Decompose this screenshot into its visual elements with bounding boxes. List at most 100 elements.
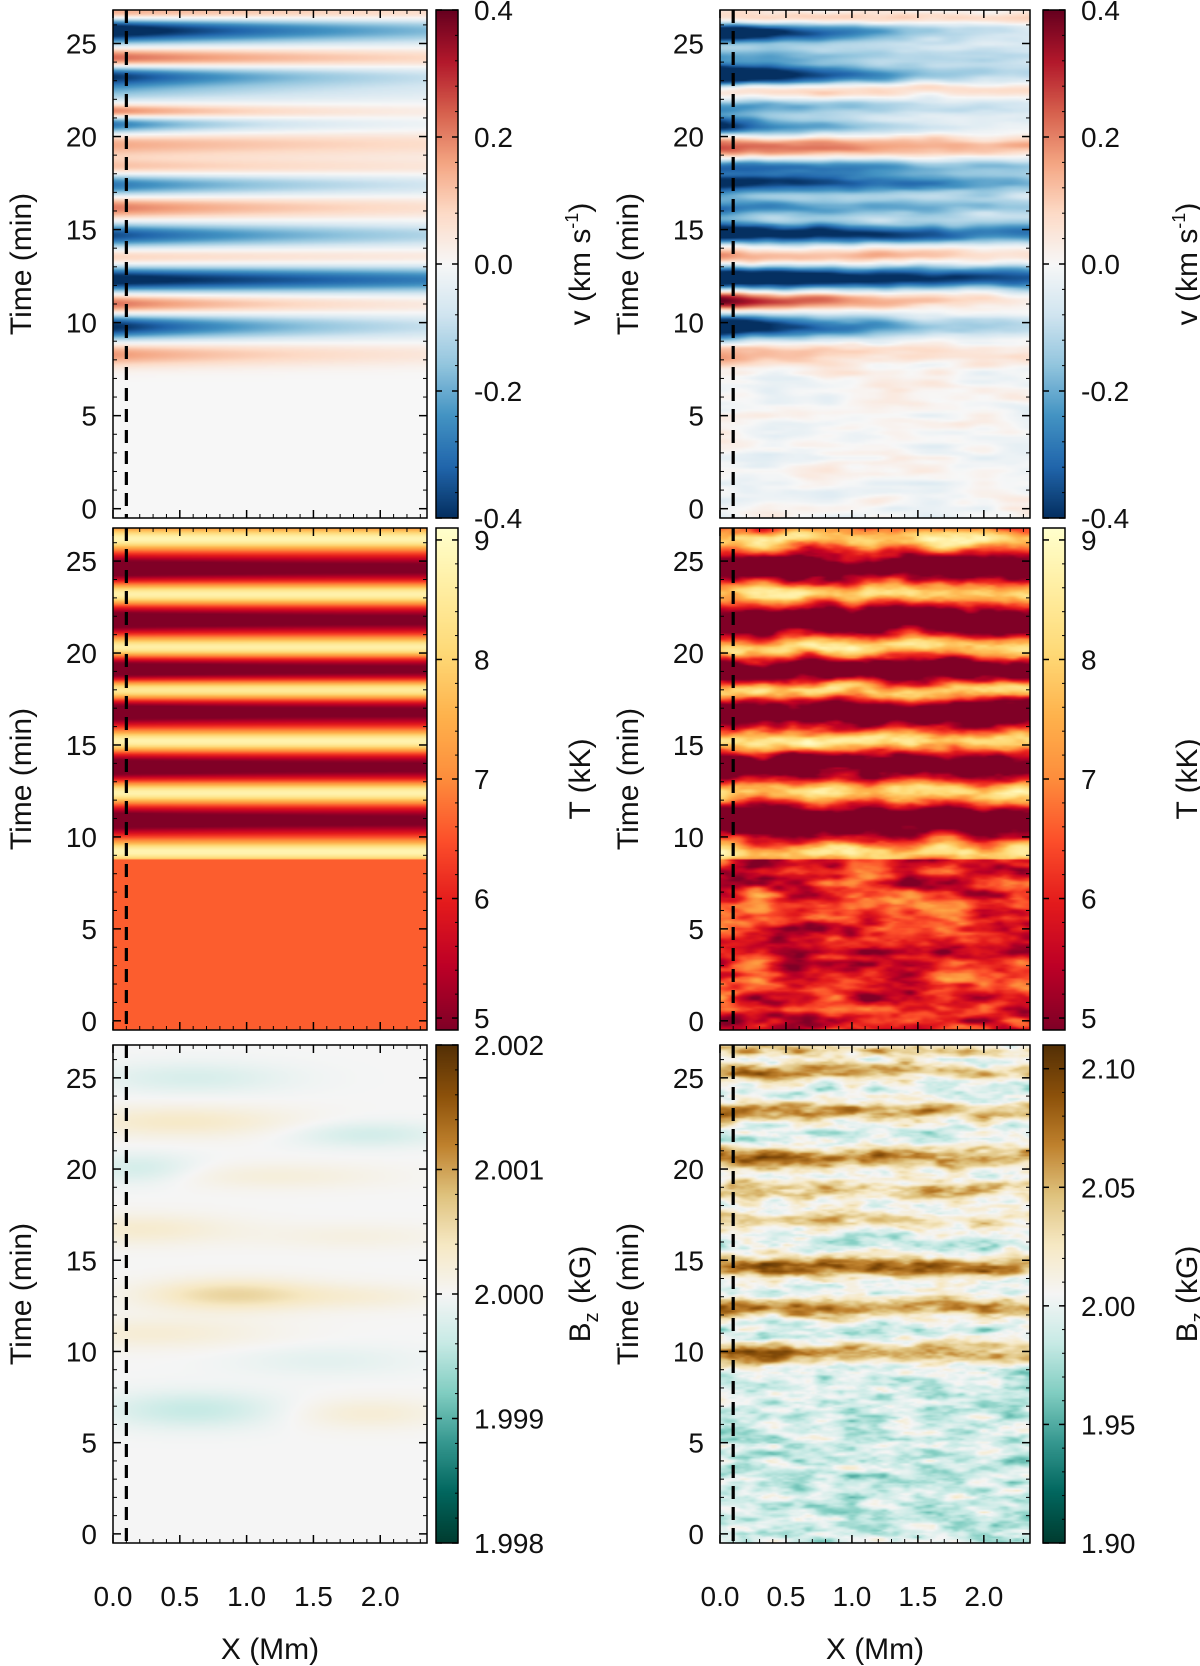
colorbar-tick-label: 0.0 — [1081, 249, 1120, 280]
y-axis-title: Time (min) — [5, 708, 38, 850]
y-tick-label: 15 — [66, 730, 97, 761]
y-tick-label: 5 — [688, 914, 704, 945]
colorbar-tick-label: 7 — [474, 764, 490, 795]
colorbar-tick-label: 5 — [474, 1003, 490, 1034]
y-tick-label: 0 — [688, 1006, 704, 1037]
panel-v-right: 0 5 10 15 20 25 Time (min) -0.4 -0.2 0.0 0.2 0.4 v (… — [612, 0, 1200, 534]
colorbar-title-end: ) — [1171, 203, 1200, 213]
panel-Bz-left: 0 5 10 15 20 25 0.0 0.5 1.0 1.5 2.0 X (Mm) Time (min… — [5, 1030, 603, 1666]
plot-frame — [112, 527, 428, 1031]
colorbar-tick-label: -0.4 — [1081, 503, 1129, 534]
colorbar-tick-label: 6 — [474, 884, 490, 915]
colorbar-title-end: ) — [564, 203, 597, 213]
colorbar-title-main: T (kK) — [1171, 738, 1200, 819]
y-tick-label: 15 — [673, 1245, 704, 1276]
y-tick-label: 25 — [673, 546, 704, 577]
colorbar-tick-label: 1.999 — [474, 1404, 544, 1435]
colorbar-tick-label: 2.05 — [1081, 1172, 1136, 1203]
colorbar-tick-label: 0.2 — [1081, 122, 1120, 153]
y-tick-label: 0 — [81, 1519, 97, 1550]
x-tick-label: 1.5 — [294, 1581, 333, 1612]
colorbar-tick-label: 7 — [1081, 764, 1097, 795]
colorbar-title: Bz (kG) — [564, 1246, 603, 1343]
heatmap-v-left — [113, 10, 427, 518]
colorbar-tick-label: 2.002 — [474, 1030, 544, 1061]
y-tick-label: 20 — [66, 638, 97, 669]
colorbar-title-main: v (km s — [1171, 229, 1200, 326]
colorbar-title-sub: z — [581, 1312, 603, 1322]
y-tick-label: 20 — [673, 638, 704, 669]
plot-frame — [719, 527, 1031, 1031]
colorbar-title-sup: -1 — [562, 213, 582, 229]
x-tick-label: 2.0 — [361, 1581, 400, 1612]
y-axis-title: Time (min) — [612, 708, 645, 850]
x-tick-label: 0.5 — [766, 1581, 805, 1612]
y-tick-label: 25 — [673, 28, 704, 59]
colorbar-tick-label: 2.00 — [1081, 1291, 1136, 1322]
x-tick-label: 1.5 — [898, 1581, 937, 1612]
colorbar-tick-label: 6 — [1081, 884, 1097, 915]
colorbar-tick-label: 1.95 — [1081, 1409, 1136, 1440]
x-tick-label: 0.5 — [160, 1581, 199, 1612]
y-axis-title: Time (min) — [5, 1223, 38, 1365]
x-tick-label: 1.0 — [227, 1581, 266, 1612]
y-tick-label: 5 — [688, 401, 704, 432]
colorbar-title-end: (kG) — [564, 1246, 597, 1313]
y-tick-label: 10 — [673, 308, 704, 339]
y-tick-label: 20 — [673, 122, 704, 153]
colorbar-title-end: (kG) — [1171, 1246, 1200, 1313]
y-tick-label: 10 — [673, 822, 704, 853]
y-tick-label: 10 — [66, 822, 97, 853]
colorbar-tick-label: 5 — [1081, 1003, 1097, 1034]
y-tick-label: 0 — [81, 494, 97, 525]
colorbar-tick-label: 2.001 — [474, 1155, 544, 1186]
colorbar-tick-label: -0.2 — [1081, 376, 1129, 407]
y-tick-label: 10 — [66, 1336, 97, 1367]
y-axis-title: Time (min) — [612, 1223, 645, 1365]
colorbar-tick-label: 2.10 — [1081, 1054, 1136, 1085]
colorbar-title: v (km s-1) — [562, 203, 597, 326]
x-tick-label: 1.0 — [832, 1581, 871, 1612]
colorbar-title-sub: z — [1188, 1312, 1200, 1322]
colorbar-tick-label: 9 — [474, 525, 490, 556]
heatmap-T-right — [720, 528, 1030, 1030]
y-tick-label: 5 — [81, 401, 97, 432]
y-tick-label: 5 — [688, 1428, 704, 1459]
colorbar-title: Bz (kG) — [1171, 1246, 1200, 1343]
y-tick-label: 25 — [66, 28, 97, 59]
panel-Bz-right: 0 5 10 15 20 25 0.0 0.5 1.0 1.5 2.0 X (Mm) Time (min… — [612, 1044, 1200, 1666]
x-tick-label: 2.0 — [964, 1581, 1003, 1612]
colorbar-tick-label: 8 — [474, 644, 490, 675]
y-tick-label: 20 — [673, 1154, 704, 1185]
colorbar-title-main: B — [1171, 1322, 1200, 1342]
heatmap-Bz-right — [720, 1045, 1030, 1543]
y-tick-label: 15 — [673, 215, 704, 246]
y-tick-label: 10 — [673, 1336, 704, 1367]
heatmap-Bz-left — [113, 1045, 427, 1543]
y-tick-label: 0 — [688, 1519, 704, 1550]
y-tick-label: 5 — [81, 1428, 97, 1459]
y-tick-label: 5 — [81, 914, 97, 945]
colorbar-tick-label: 0.4 — [474, 0, 513, 26]
plot-frame — [719, 9, 1031, 519]
colorbar-title: T (kK) — [564, 738, 597, 819]
colorbar-tick-label: 0.0 — [474, 249, 513, 280]
colorbar-title-main: v (km s — [564, 229, 597, 326]
y-axis-title: Time (min) — [5, 193, 38, 335]
colorbar-frame — [1042, 1044, 1066, 1544]
panel-v-left: 0 5 10 15 20 25 Time (min) -0.4 -0.2 0.0 0.2 0.4 v (… — [5, 0, 597, 534]
colorbar-T-left — [436, 528, 458, 1030]
colorbar-tick-label: 1.998 — [474, 1528, 544, 1559]
colorbar-tick-label: -0.2 — [474, 376, 522, 407]
colorbar-T-right — [1043, 528, 1065, 1030]
x-axis-title: X (Mm) — [221, 1633, 319, 1666]
y-tick-label: 25 — [66, 546, 97, 577]
colorbar-title-main: T (kK) — [564, 738, 597, 819]
y-tick-label: 15 — [66, 215, 97, 246]
y-tick-label: 0 — [688, 494, 704, 525]
colorbar-tick-label: 0.2 — [474, 122, 513, 153]
colorbar-tick-label: 1.90 — [1081, 1528, 1136, 1559]
y-tick-label: 25 — [66, 1063, 97, 1094]
x-tick-label: 0.0 — [94, 1581, 133, 1612]
